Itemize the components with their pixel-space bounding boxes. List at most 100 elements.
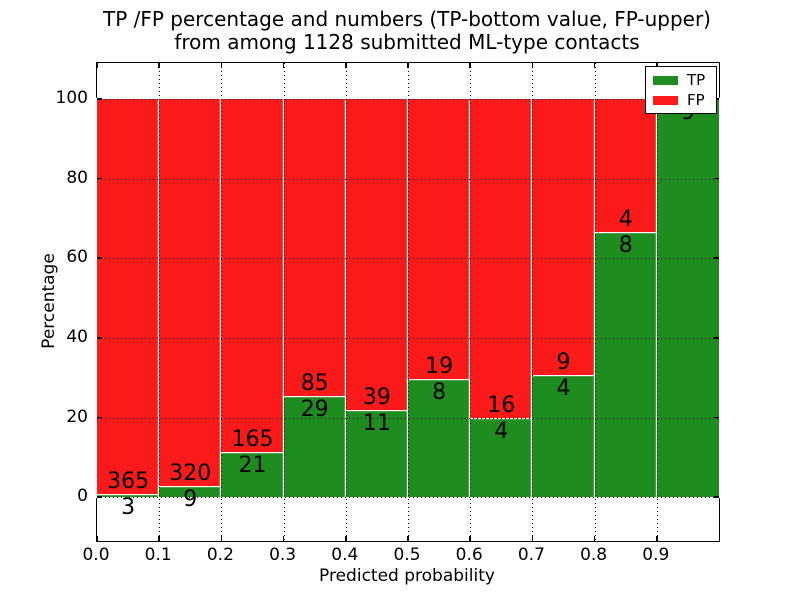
legend-label: TP	[687, 70, 706, 89]
y-tick-label: 0	[77, 486, 88, 507]
chart-title-line2: from among 1128 submitted ML-type contac…	[174, 30, 640, 54]
legend-row: FP	[653, 90, 709, 109]
legend-label: FP	[687, 90, 705, 109]
y-tick-mark	[97, 496, 102, 498]
x-tick-mark	[96, 536, 98, 541]
y-tick-mark	[714, 416, 719, 419]
bar-segment-fp	[97, 98, 160, 494]
legend-row: TP	[653, 70, 709, 89]
bar-segment-tp	[283, 395, 346, 498]
tp-count-label: 29	[300, 396, 329, 422]
x-tick-label: 0.1	[144, 545, 172, 565]
fp-count-label: 320	[169, 461, 212, 487]
y-tick-label: 80	[66, 167, 88, 188]
fp-count-label: 4	[618, 206, 633, 232]
x-tick-mark	[469, 536, 471, 541]
y-axis-label: Percentage	[39, 253, 59, 349]
legend: TP FP	[645, 66, 717, 114]
y-tick-label: 100	[55, 87, 88, 108]
x-tick-label: 0.0	[82, 545, 110, 565]
x-tick-label: 0.7	[517, 545, 545, 565]
y-tick-mark	[97, 257, 102, 259]
v-gridline	[470, 63, 472, 541]
x-tick-mark	[345, 536, 347, 541]
legend-swatch-fp	[653, 95, 678, 105]
v-gridline	[345, 63, 347, 541]
fp-count-label: 19	[425, 354, 454, 380]
bar-segment-tp	[345, 409, 408, 498]
x-tick-mark	[158, 63, 160, 68]
y-tick-mark	[97, 416, 102, 419]
x-tick-label: 0.3	[269, 545, 297, 565]
x-tick-label: 0.9	[642, 545, 670, 565]
x-tick-mark	[469, 63, 471, 68]
bar-segment-tp	[408, 379, 471, 498]
bar-segment-fp	[221, 98, 284, 453]
bar-segment-fp	[345, 98, 408, 410]
fp-count-label: 365	[107, 468, 150, 494]
tp-count-label: 4	[494, 418, 509, 444]
x-tick-mark	[531, 536, 534, 541]
tp-count-label: 3	[121, 494, 136, 520]
v-gridline	[159, 63, 161, 541]
bar-segment-tp	[532, 374, 595, 498]
y-tick-label: 60	[66, 247, 88, 268]
x-tick-label: 0.2	[206, 545, 234, 565]
y-tick-mark	[714, 177, 719, 180]
x-tick-label: 0.8	[580, 545, 608, 565]
x-tick-label: 0.4	[331, 545, 359, 565]
bar-segment-tp	[159, 486, 222, 498]
y-tick-label: 40	[66, 326, 88, 347]
bar-segment-tp	[594, 231, 657, 498]
y-tick-mark	[714, 337, 719, 339]
bar-segment-fp	[408, 98, 471, 380]
v-gridline	[221, 63, 223, 541]
x-tick-mark	[407, 63, 409, 68]
y-tick-label: 20	[66, 406, 88, 427]
bar-segment-tp	[470, 417, 533, 498]
x-tick-mark	[220, 536, 223, 541]
tp-count-label: 11	[362, 410, 391, 436]
x-tick-label: 0.5	[393, 545, 421, 565]
fp-count-label: 16	[487, 392, 516, 418]
bar-segment-fp	[159, 98, 222, 487]
fp-count-label: 39	[362, 384, 391, 410]
bar-segment-tp	[656, 98, 719, 498]
x-tick-mark	[345, 63, 347, 68]
y-tick-mark	[97, 177, 102, 180]
fp-count-label: 9	[556, 349, 571, 375]
v-gridline	[532, 63, 534, 541]
v-gridline	[408, 63, 409, 541]
tp-count-label: 8	[432, 380, 447, 406]
x-axis-label: Predicted probability	[319, 566, 495, 586]
bar-segment-fp	[283, 98, 346, 396]
x-tick-mark	[656, 536, 658, 541]
y-tick-mark	[97, 98, 102, 100]
x-tick-mark	[531, 63, 534, 68]
bar-segment-fp	[594, 98, 657, 232]
x-tick-mark	[96, 63, 98, 68]
x-tick-label: 0.6	[455, 545, 483, 565]
tp-count-label: 4	[556, 375, 571, 401]
tp-count-label: 21	[238, 453, 267, 479]
tp-count-label: 9	[183, 487, 198, 513]
v-gridline	[283, 63, 285, 541]
x-tick-mark	[593, 63, 596, 68]
fp-count-label: 165	[231, 427, 274, 453]
bar-segment-tp	[221, 452, 284, 498]
bar-segment-fp	[532, 98, 595, 375]
legend-swatch-tp	[653, 75, 678, 85]
bar-segment-tp	[97, 493, 160, 498]
y-tick-mark	[714, 496, 719, 498]
plot-area: 36533209165218529391119816494489	[96, 62, 720, 542]
x-tick-mark	[407, 536, 409, 541]
x-tick-mark	[282, 63, 285, 68]
fp-count-label: 85	[300, 370, 329, 396]
x-tick-mark	[220, 63, 223, 68]
x-tick-mark	[593, 536, 596, 541]
tp-count-label: 8	[618, 232, 633, 258]
y-tick-mark	[97, 337, 102, 339]
chart-title-line1: TP /FP percentage and numbers (TP-bottom…	[103, 7, 711, 31]
v-gridline	[656, 63, 658, 541]
